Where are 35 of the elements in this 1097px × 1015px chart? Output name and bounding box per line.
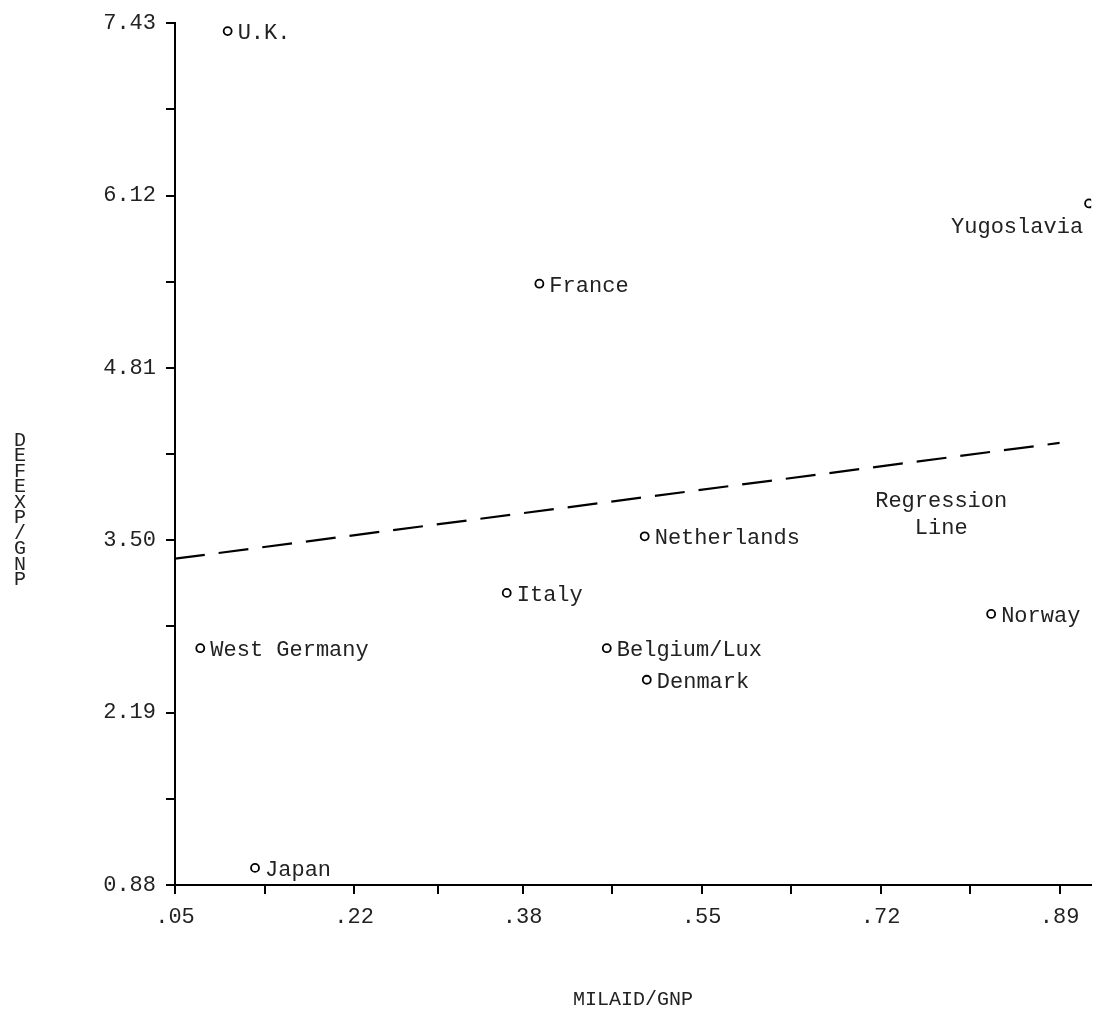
x-tick-label: .38: [502, 905, 543, 931]
series-label: Netherlands: [654, 526, 800, 552]
point: [641, 674, 652, 685]
x-tick-label: .72: [860, 905, 901, 931]
annotation: Regression Line: [875, 488, 1008, 541]
x-tick-label: .05: [155, 905, 195, 931]
y-tick-label: 2.19: [103, 700, 156, 726]
x-tick-label: .55: [681, 905, 722, 931]
x-tick-label: .22: [334, 905, 374, 931]
point: [1084, 198, 1092, 209]
x-axis-title: MILAID/GNP: [573, 988, 694, 1012]
point: [501, 588, 512, 598]
series-label: Japan: [265, 857, 332, 883]
y-tick-label: 7.43: [103, 11, 156, 37]
y-tick-label: 4.81: [103, 355, 156, 381]
text: DEFEXP/GNP: [13, 428, 27, 592]
point: [639, 531, 650, 542]
point: [534, 278, 545, 289]
series-label: Yugoslavia: [951, 215, 1084, 241]
y-tick-label: 0.88: [103, 872, 156, 898]
point: [986, 609, 997, 619]
series-label: Norway: [1001, 603, 1081, 629]
point: [195, 643, 206, 654]
y-tick-label: 6.12: [103, 183, 156, 209]
y-tick-label: 3.50: [103, 528, 156, 554]
point: [222, 26, 233, 36]
series-label: France: [549, 273, 629, 299]
series-label: Italy: [516, 582, 583, 608]
series-label: U.K.: [237, 20, 291, 46]
point: [250, 863, 260, 873]
series-label: Denmark: [656, 669, 750, 695]
series-label: West Germany: [210, 638, 369, 663]
series-label: Belgium/Lux: [616, 638, 763, 663]
point: [601, 643, 612, 654]
x-tick-label: .89: [1039, 905, 1080, 931]
